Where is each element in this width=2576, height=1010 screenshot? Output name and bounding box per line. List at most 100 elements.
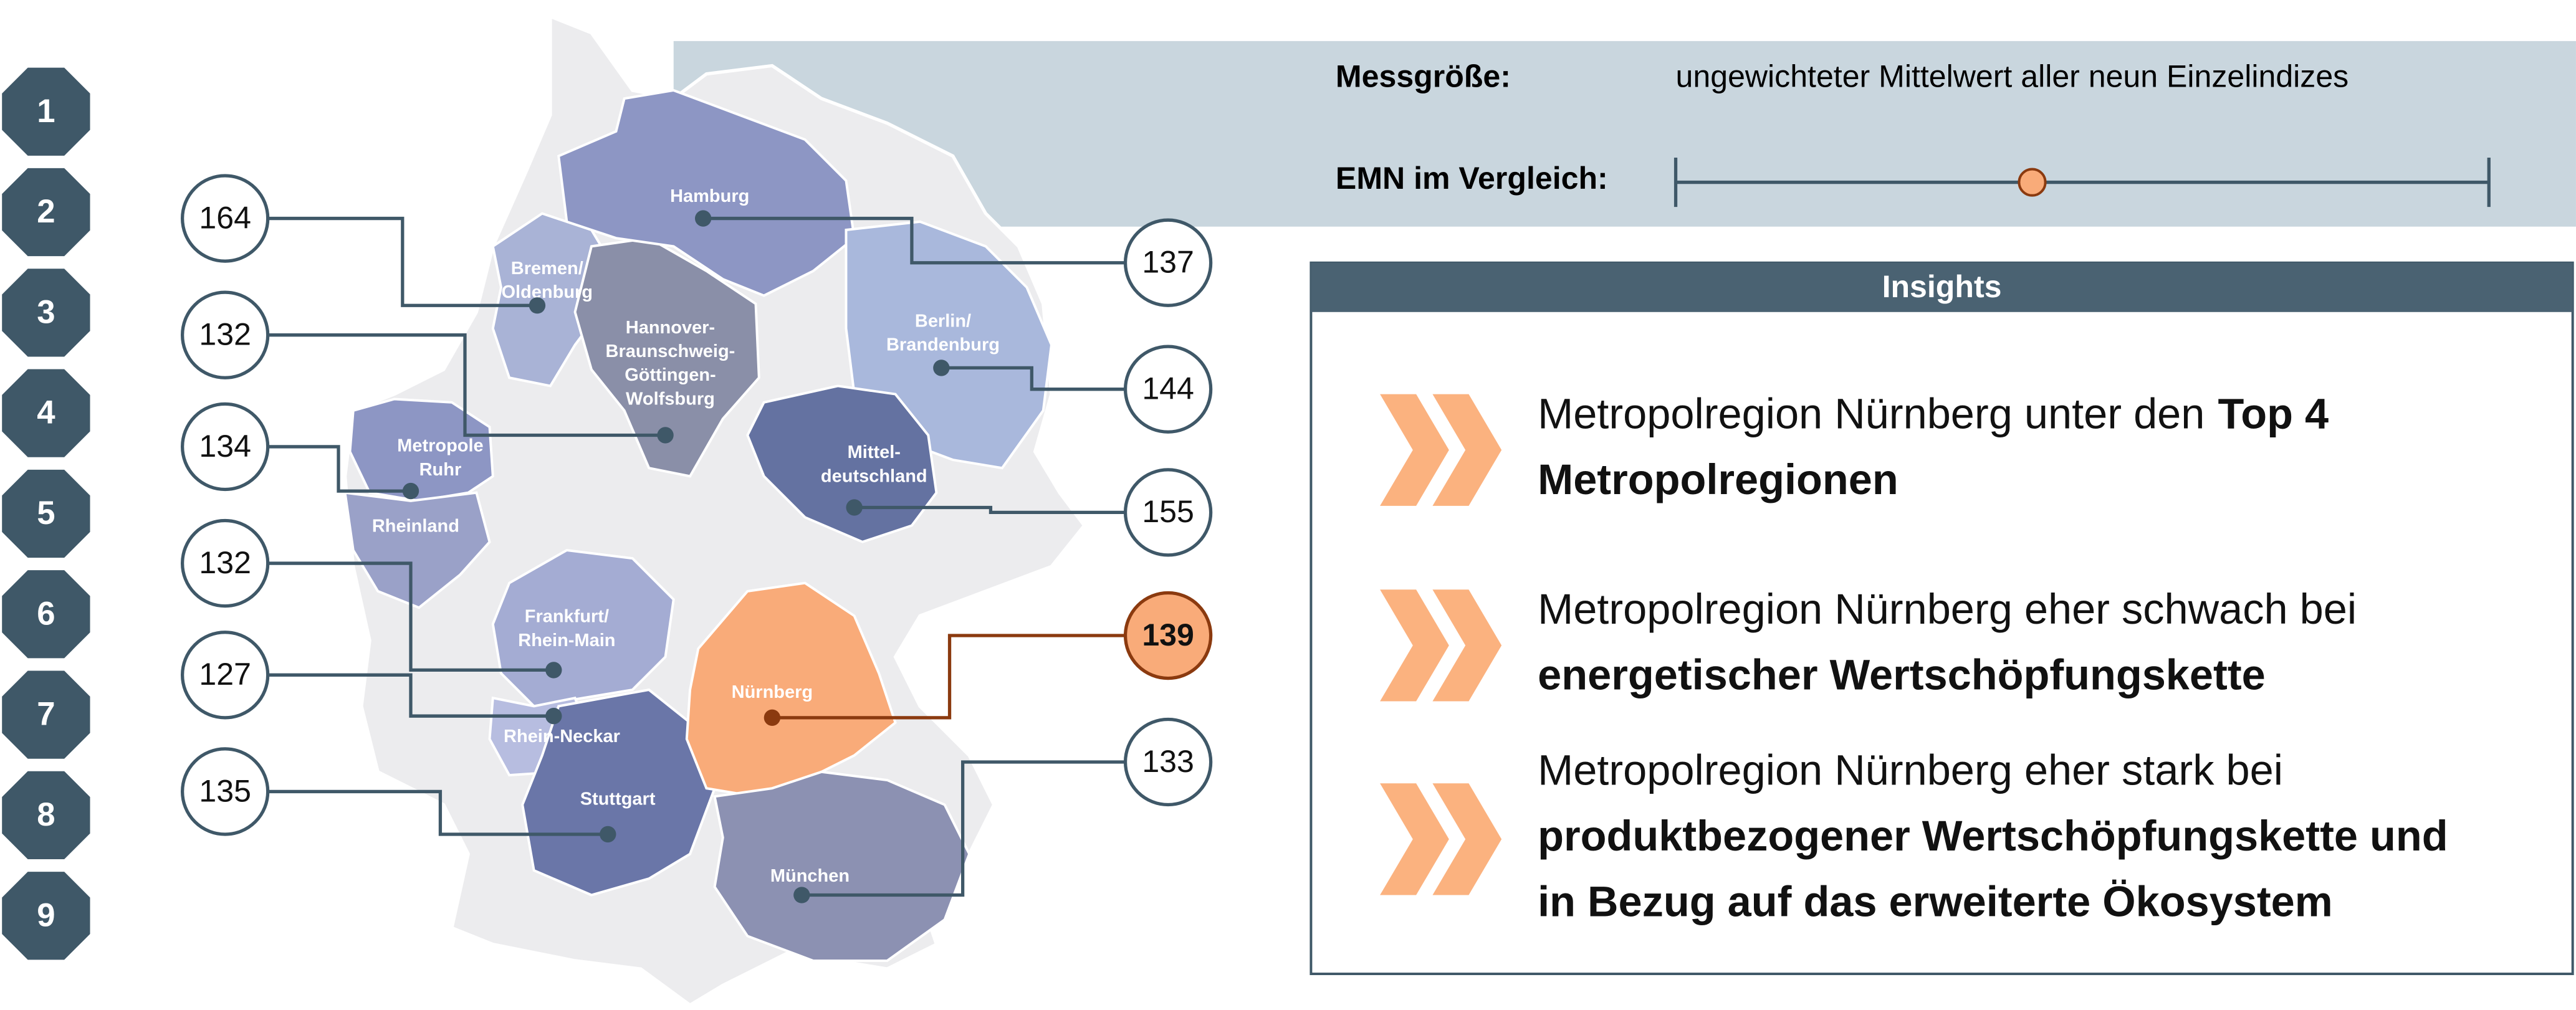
region-value: 137 [1142, 245, 1194, 280]
insight-text: Metropolregion Nürnberg unter den [1538, 390, 2205, 438]
value-circle [1123, 345, 1213, 434]
value-circle [180, 290, 270, 379]
region-label: Hannover- [626, 318, 715, 338]
insight-text: Metropolregion Nürnberg eher schwach bei [1538, 585, 2357, 633]
nav-octagon [2, 67, 90, 156]
region-label: Rhein-Neckar [504, 727, 620, 746]
nav-octagon [2, 168, 90, 257]
nav-number: 2 [37, 193, 55, 230]
insight-line: produktbezogener Wertschöpfungskette und [1538, 812, 2448, 860]
region-label: Rhein-Main [518, 631, 615, 650]
insight-line: Metropolregion Nürnberg unter den Top 4 [1538, 390, 2329, 438]
region-label: Oldenburg [502, 282, 593, 302]
region-shape [746, 384, 938, 543]
region-shape [573, 237, 760, 478]
callout-line [802, 760, 1126, 897]
insight-line: Metropolregion Nürnberg eher schwach bei [1538, 585, 2357, 633]
value-circle [180, 747, 270, 836]
nav-octagon [2, 771, 90, 860]
region-dot [545, 708, 562, 725]
callout-line [267, 216, 537, 307]
region-value: 144 [1142, 371, 1194, 406]
value-circle [180, 402, 270, 492]
region-label: München [770, 866, 850, 886]
region-label: Hamburg [670, 186, 749, 206]
compare-scale [1673, 158, 2491, 207]
region-label: Stuttgart [580, 789, 656, 809]
region-label: Ruhr [419, 460, 462, 480]
insight-text: energetischer Wertschöpfungskette [1538, 651, 2266, 699]
nav-octagon [2, 369, 90, 457]
measure-label: Messgröße: [1336, 59, 1511, 94]
region-label: Braunschweig- [606, 341, 735, 361]
value-circle [180, 518, 270, 608]
chevron [1432, 394, 1502, 506]
region-dot [846, 499, 863, 516]
regions [343, 88, 1053, 962]
region-dot [764, 709, 781, 727]
region-value: 164 [199, 200, 251, 235]
insights-title: Insights [1882, 269, 2002, 304]
nav-number: 9 [37, 897, 55, 933]
value-circle [1123, 591, 1213, 680]
insight-line: Metropolregionen [1538, 455, 1898, 503]
region-dot [600, 826, 616, 843]
region-value: 127 [199, 657, 251, 692]
chevron [1380, 394, 1449, 506]
region-shape [491, 548, 675, 708]
nav-number: 5 [37, 495, 55, 531]
nav-octagon [2, 872, 90, 960]
region-dot [529, 297, 546, 314]
region-value: 155 [1142, 494, 1194, 529]
region-label: Bremen/ [511, 259, 583, 279]
compare-marker [2018, 168, 2047, 197]
callout-line [267, 673, 554, 718]
nav-octagon [2, 469, 90, 558]
region-label: Frankfurt/ [525, 607, 609, 627]
insight-text: Metropolregion Nürnberg eher stark bei [1538, 746, 2283, 794]
region-dot [793, 887, 810, 903]
chevron [1432, 589, 1502, 702]
nav-number: 6 [37, 595, 55, 632]
nav-octagon [2, 670, 90, 759]
insights-header [1311, 262, 2573, 312]
nav-octagon [2, 570, 90, 659]
region-dot [402, 482, 419, 500]
region-label: Berlin/ [915, 311, 971, 331]
value-circle [180, 631, 270, 720]
region-value: 135 [199, 773, 251, 808]
callout-lines [267, 216, 1126, 897]
insight-text: produktbezogener Wertschöpfungskette und [1538, 812, 2448, 860]
region-shape [348, 398, 494, 502]
region-label: deutschland [821, 466, 927, 486]
value-circle [1123, 218, 1213, 307]
callout-line [267, 445, 411, 493]
callout-line [267, 333, 666, 437]
insight-line: Metropolregion Nürnberg eher stark bei [1538, 746, 2283, 794]
region-value: 132 [199, 545, 251, 580]
chevron [1432, 783, 1502, 895]
nav-number: 4 [37, 394, 55, 431]
callout-line [703, 216, 1126, 265]
region-value: 133 [1142, 744, 1194, 779]
nav-number: 7 [37, 696, 55, 733]
region-value: 139 [1142, 617, 1194, 652]
callout-line [772, 634, 1126, 720]
region-label: Metropole [397, 436, 483, 456]
nav-number: 3 [37, 293, 55, 330]
region-value: 134 [199, 429, 251, 464]
measure-value: ungewichteter Mittelwert aller neun Einz… [1676, 59, 2349, 94]
nav-octagon [2, 269, 90, 357]
insight-text: Top 4 [2218, 390, 2329, 438]
callout-line [854, 505, 1126, 514]
chevron [1380, 783, 1449, 895]
callout-line [267, 789, 608, 836]
region-dot [933, 360, 950, 376]
region-labels: Bremen/Oldenburg 164 Hannover- Braunschweig… [180, 174, 1213, 903]
region-shape [521, 688, 716, 897]
region-dot [694, 210, 712, 227]
value-circle [1123, 717, 1213, 807]
insight-line: in Bezug auf das erweiterte Ökosystem [1538, 877, 2333, 925]
insight-text: in Bezug auf das erweiterte Ökosystem [1538, 877, 2333, 925]
region-label: Göttingen- [625, 365, 716, 385]
